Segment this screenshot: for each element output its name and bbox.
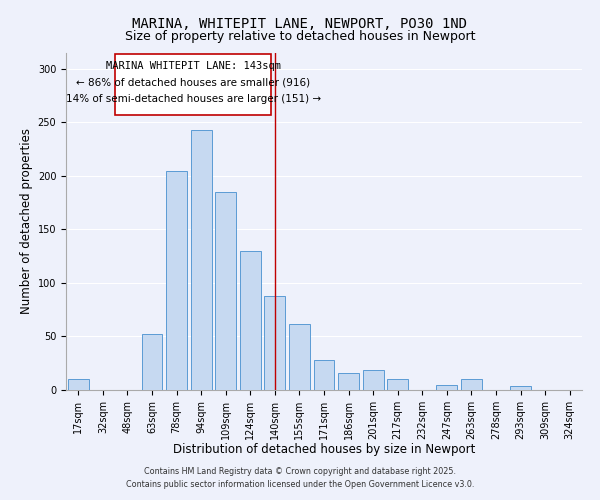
Text: Size of property relative to detached houses in Newport: Size of property relative to detached ho… bbox=[125, 30, 475, 43]
Bar bbox=[166, 172, 187, 390]
Bar bbox=[265, 296, 286, 390]
Bar bbox=[387, 380, 408, 390]
Bar bbox=[289, 324, 310, 390]
Text: Contains HM Land Registry data © Crown copyright and database right 2025.
Contai: Contains HM Land Registry data © Crown c… bbox=[126, 467, 474, 489]
Bar bbox=[436, 384, 457, 390]
Bar bbox=[215, 192, 236, 390]
FancyBboxPatch shape bbox=[115, 54, 271, 114]
Bar bbox=[191, 130, 212, 390]
Bar bbox=[510, 386, 531, 390]
Bar bbox=[461, 380, 482, 390]
Bar bbox=[338, 373, 359, 390]
X-axis label: Distribution of detached houses by size in Newport: Distribution of detached houses by size … bbox=[173, 444, 475, 456]
Bar bbox=[142, 334, 163, 390]
Text: 14% of semi-detached houses are larger (151) →: 14% of semi-detached houses are larger (… bbox=[65, 94, 321, 104]
Text: MARINA, WHITEPIT LANE, NEWPORT, PO30 1ND: MARINA, WHITEPIT LANE, NEWPORT, PO30 1ND bbox=[133, 18, 467, 32]
Bar bbox=[314, 360, 334, 390]
Bar bbox=[68, 380, 89, 390]
Bar bbox=[240, 250, 261, 390]
Text: MARINA WHITEPIT LANE: 143sqm: MARINA WHITEPIT LANE: 143sqm bbox=[106, 61, 281, 71]
Bar bbox=[362, 370, 383, 390]
Y-axis label: Number of detached properties: Number of detached properties bbox=[20, 128, 34, 314]
Text: ← 86% of detached houses are smaller (916): ← 86% of detached houses are smaller (91… bbox=[76, 78, 310, 88]
